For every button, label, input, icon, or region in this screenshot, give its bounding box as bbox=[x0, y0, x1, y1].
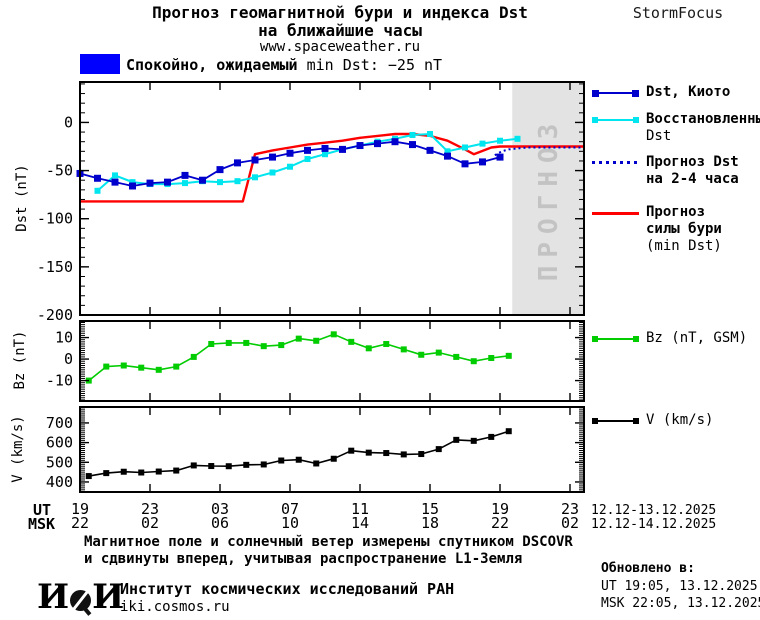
legend-marker-v bbox=[592, 415, 639, 424]
svg-text:14: 14 bbox=[351, 514, 369, 532]
iki-logo-circle-icon bbox=[70, 589, 92, 611]
svg-text:-200: -200 bbox=[37, 306, 73, 324]
legend-marker-restored-dst bbox=[592, 114, 639, 123]
date-range-1: 12.12-13.12.2025 bbox=[591, 503, 717, 518]
legend-bz: Bz (nT, GSM) bbox=[646, 330, 748, 346]
v-axis-label: V (km/s) bbox=[10, 415, 26, 483]
brand-label: StormFocus bbox=[632, 4, 724, 22]
svg-text:23: 23 bbox=[561, 500, 579, 518]
svg-text:-150: -150 bbox=[37, 258, 73, 276]
status-color-swatch bbox=[80, 54, 120, 74]
svg-text:22: 22 bbox=[71, 514, 89, 532]
svg-text:18: 18 bbox=[421, 514, 439, 532]
iki-logo-right: И bbox=[92, 577, 124, 617]
page-subtitle: на ближайшие часы bbox=[258, 21, 422, 40]
legend-marker-dst-kyoto bbox=[592, 87, 639, 97]
date-range-2: 12.12-14.12.2025 bbox=[591, 517, 717, 532]
xaxis-row-ut: UT bbox=[33, 501, 52, 519]
svg-text:0: 0 bbox=[64, 350, 73, 368]
footer-note-line1: Магнитное поле и солнечный ветер измерен… bbox=[84, 534, 573, 550]
svg-text:-50: -50 bbox=[46, 162, 73, 180]
svg-text:600: 600 bbox=[46, 434, 73, 452]
status-text-en: min Dst: −25 nT bbox=[306, 56, 443, 74]
legend-forecast-dst-line1: Прогноз Dst bbox=[646, 154, 739, 170]
dst-axis-label: Dst (nT) bbox=[14, 164, 30, 232]
svg-text:500: 500 bbox=[46, 453, 73, 471]
footer-note-line2: и сдвинуты вперед, учитывая распростране… bbox=[84, 551, 523, 567]
svg-text:19: 19 bbox=[491, 500, 509, 518]
organization-name: Институт космических исследований РАН bbox=[120, 580, 455, 598]
legend-dst-kyoto: Dst, Киото bbox=[646, 84, 731, 100]
updated-msk: MSK 22:05, 13.12.2025 bbox=[601, 596, 760, 611]
svg-text:15: 15 bbox=[421, 500, 439, 518]
updated-label: Обновлено в: bbox=[601, 561, 695, 576]
svg-text:07: 07 bbox=[281, 500, 299, 518]
page-title: Прогноз геомагнитной бури и индекса Dst bbox=[152, 3, 528, 22]
svg-text:10: 10 bbox=[281, 514, 299, 532]
svg-text:11: 11 bbox=[351, 500, 369, 518]
xaxis-row-msk: MSK bbox=[28, 515, 56, 533]
svg-text:-10: -10 bbox=[46, 372, 73, 390]
svg-text:10: 10 bbox=[55, 329, 73, 347]
legend-restored-line2: Dst bbox=[646, 128, 672, 144]
legend-marker-bz bbox=[592, 333, 639, 342]
legend-v: V (km/s) bbox=[646, 412, 714, 428]
organization-url: iki.cosmos.ru bbox=[120, 599, 230, 615]
legend-restored-line1: Восстановленный bbox=[646, 111, 760, 127]
legend-forecast-dst-line2: на 2-4 часа bbox=[646, 171, 739, 187]
status-text-ru: Спокойно, ожидаемый bbox=[126, 56, 298, 74]
svg-text:ПРОГНОЗ: ПРОГНОЗ bbox=[534, 116, 564, 282]
source-url: www.spaceweather.ru bbox=[259, 39, 421, 55]
status-banner: Спокойно, ожидаемый min Dst: −25 nT bbox=[126, 56, 442, 74]
legend-forecast-storm-line1: Прогноз bbox=[646, 204, 706, 220]
svg-text:0: 0 bbox=[64, 113, 73, 131]
legend-forecast-storm-line2: силы бури bbox=[646, 221, 722, 237]
svg-text:23: 23 bbox=[141, 500, 159, 518]
svg-text:02: 02 bbox=[141, 514, 159, 532]
svg-text:03: 03 bbox=[211, 500, 229, 518]
updated-ut: UT 19:05, 13.12.2025 bbox=[601, 579, 758, 594]
svg-text:-100: -100 bbox=[37, 210, 73, 228]
legend-marker-forecast-storm bbox=[592, 207, 639, 215]
svg-text:700: 700 bbox=[46, 414, 73, 432]
svg-text:06: 06 bbox=[211, 514, 229, 532]
legend-marker-forecast-dst bbox=[592, 157, 639, 165]
legend-forecast-storm-line3: (min Dst) bbox=[646, 238, 722, 254]
svg-text:02: 02 bbox=[561, 514, 579, 532]
svg-text:22: 22 bbox=[491, 514, 509, 532]
svg-text:19: 19 bbox=[71, 500, 89, 518]
svg-text:400: 400 bbox=[46, 473, 73, 491]
iki-logo-left: И bbox=[37, 577, 69, 617]
